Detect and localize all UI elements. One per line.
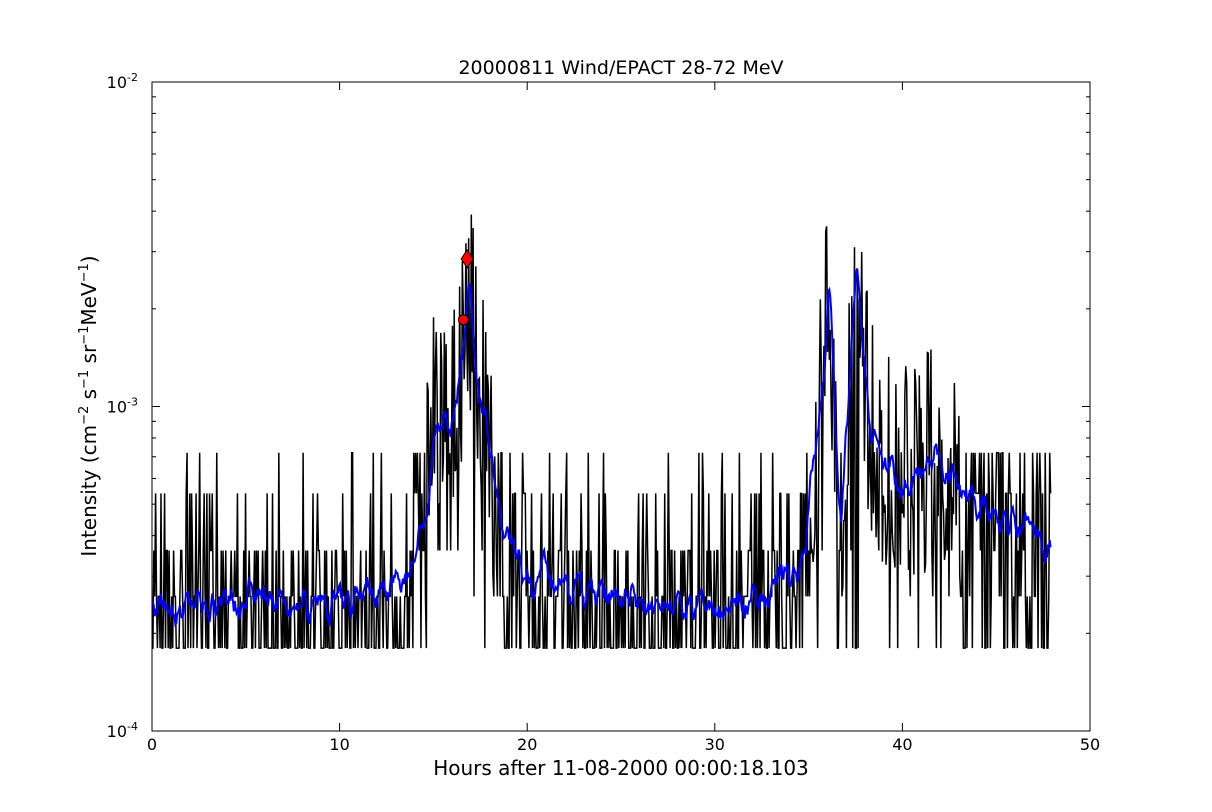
- x-tick-label: 40: [892, 735, 912, 754]
- y-tick-label: 10-2: [107, 71, 138, 92]
- x-axis-label: Hours after 11-08-2000 00:00:18.103: [433, 756, 809, 780]
- y-tick-label: 10-4: [107, 720, 138, 741]
- x-tick-label: 20: [517, 735, 537, 754]
- x-tick-label: 30: [705, 735, 725, 754]
- series-smoothed-line: [152, 268, 1052, 628]
- series-layer: [152, 214, 1052, 649]
- marker-diamond: [460, 249, 474, 269]
- series-raw-line: [152, 214, 1052, 649]
- marker-layer: [457, 249, 474, 326]
- chart-title: 20000811 Wind/EPACT 28-72 MeV: [458, 57, 783, 79]
- x-tick-label: 10: [329, 735, 349, 754]
- x-tick-label: 0: [147, 735, 157, 754]
- ticks-layer: 0 10 20 30 40 50 10-4 10-3 10-2: [107, 71, 1101, 754]
- y-tick-label: 10-3: [107, 396, 138, 417]
- x-tick-label: 50: [1080, 735, 1100, 754]
- marker-circle: [457, 314, 469, 326]
- y-axis-label: Intensity (cm−2 s−1 sr−1MeV−1): [77, 255, 101, 556]
